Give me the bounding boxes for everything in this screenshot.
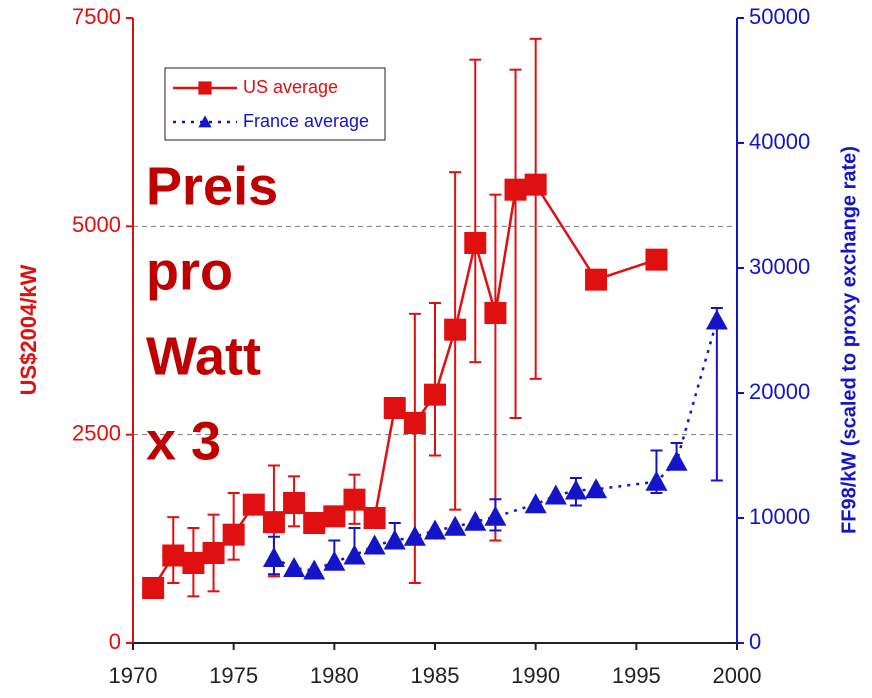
data-point bbox=[283, 557, 306, 577]
data-point bbox=[645, 248, 668, 271]
data-point bbox=[343, 544, 366, 565]
y2-tick-label: 40000 bbox=[749, 129, 810, 154]
y-axis-label: US$2004/kW bbox=[16, 264, 41, 395]
data-point bbox=[343, 488, 366, 511]
data-point bbox=[383, 397, 406, 419]
data-point bbox=[504, 178, 527, 201]
x-tick-label: 1985 bbox=[411, 663, 460, 688]
x-tick-label: 2000 bbox=[713, 663, 762, 688]
data-point bbox=[162, 544, 185, 567]
y-tick-label: 2500 bbox=[72, 420, 121, 445]
x-tick-label: 1990 bbox=[511, 663, 560, 688]
data-point bbox=[262, 511, 285, 534]
data-point bbox=[182, 552, 205, 574]
data-point bbox=[283, 492, 306, 514]
annotation: x 3 bbox=[146, 411, 221, 471]
data-point bbox=[303, 512, 326, 534]
y-tick-label: 5000 bbox=[72, 212, 121, 237]
data-point bbox=[383, 529, 406, 550]
data-point bbox=[484, 505, 507, 526]
data-point bbox=[564, 479, 587, 500]
data-point bbox=[705, 309, 728, 330]
data-point bbox=[585, 478, 608, 499]
data-point bbox=[363, 534, 386, 555]
legend-label: France average bbox=[243, 111, 369, 131]
data-point bbox=[303, 559, 326, 580]
data-point bbox=[464, 232, 487, 254]
y2-tick-label: 0 bbox=[749, 629, 761, 654]
data-point bbox=[424, 383, 446, 406]
data-point bbox=[464, 510, 487, 531]
data-point bbox=[444, 515, 467, 536]
data-point bbox=[544, 484, 567, 505]
annotation: Preis bbox=[146, 156, 278, 216]
data-point bbox=[585, 268, 608, 291]
data-point bbox=[645, 470, 668, 491]
data-point bbox=[202, 542, 225, 564]
data-point bbox=[363, 507, 386, 529]
data-point bbox=[142, 577, 165, 599]
y-tick-label: 0 bbox=[109, 629, 121, 654]
legend-marker bbox=[198, 115, 212, 128]
y-tick-label: 7500 bbox=[72, 4, 121, 29]
legend-marker bbox=[198, 81, 212, 95]
data-point bbox=[424, 519, 446, 540]
y2-tick-label: 50000 bbox=[749, 4, 810, 29]
x-tick-label: 1975 bbox=[209, 663, 258, 688]
data-point bbox=[524, 493, 547, 514]
data-point bbox=[262, 547, 285, 567]
y2-tick-label: 30000 bbox=[749, 254, 810, 279]
data-point bbox=[222, 523, 245, 546]
annotation: pro bbox=[146, 241, 233, 301]
data-point bbox=[242, 493, 265, 516]
data-point bbox=[484, 302, 507, 324]
x-tick-label: 1980 bbox=[310, 663, 359, 688]
y2-axis-label: FF98/kW (scaled to proxy exchange rate) bbox=[838, 146, 860, 534]
data-point bbox=[403, 412, 426, 434]
y2-tick-label: 20000 bbox=[749, 379, 810, 404]
data-point bbox=[444, 318, 467, 341]
data-point bbox=[665, 450, 688, 471]
x-tick-label: 1995 bbox=[612, 663, 661, 688]
data-point bbox=[524, 173, 547, 196]
legend-box bbox=[164, 67, 386, 141]
data-point bbox=[323, 505, 346, 528]
data-point bbox=[323, 550, 346, 571]
y2-tick-label: 10000 bbox=[749, 504, 810, 529]
legend-label: US average bbox=[243, 77, 338, 97]
data-point bbox=[403, 525, 426, 546]
x-tick-label: 1970 bbox=[109, 663, 158, 688]
annotation: Watt bbox=[146, 326, 261, 386]
